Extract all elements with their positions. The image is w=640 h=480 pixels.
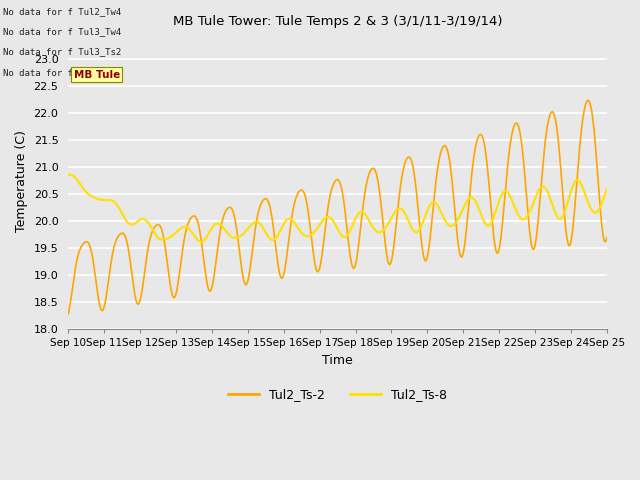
X-axis label: Time: Time xyxy=(322,354,353,367)
Legend: Tul2_Ts-2, Tul2_Ts-8: Tul2_Ts-2, Tul2_Ts-8 xyxy=(223,384,452,407)
Title: MB Tule Tower: Tule Temps 2 & 3 (3/1/11-3/19/14): MB Tule Tower: Tule Temps 2 & 3 (3/1/11-… xyxy=(173,15,502,28)
Text: No data for f Tul3_Ts8: No data for f Tul3_Ts8 xyxy=(3,68,122,77)
Text: MB Tule: MB Tule xyxy=(74,70,120,80)
Text: No data for f Tul3_Tw4: No data for f Tul3_Tw4 xyxy=(3,27,122,36)
Y-axis label: Temperature (C): Temperature (C) xyxy=(15,130,28,231)
Text: No data for f Tul2_Tw4: No data for f Tul2_Tw4 xyxy=(3,7,122,16)
Text: No data for f Tul3_Ts2: No data for f Tul3_Ts2 xyxy=(3,48,122,57)
